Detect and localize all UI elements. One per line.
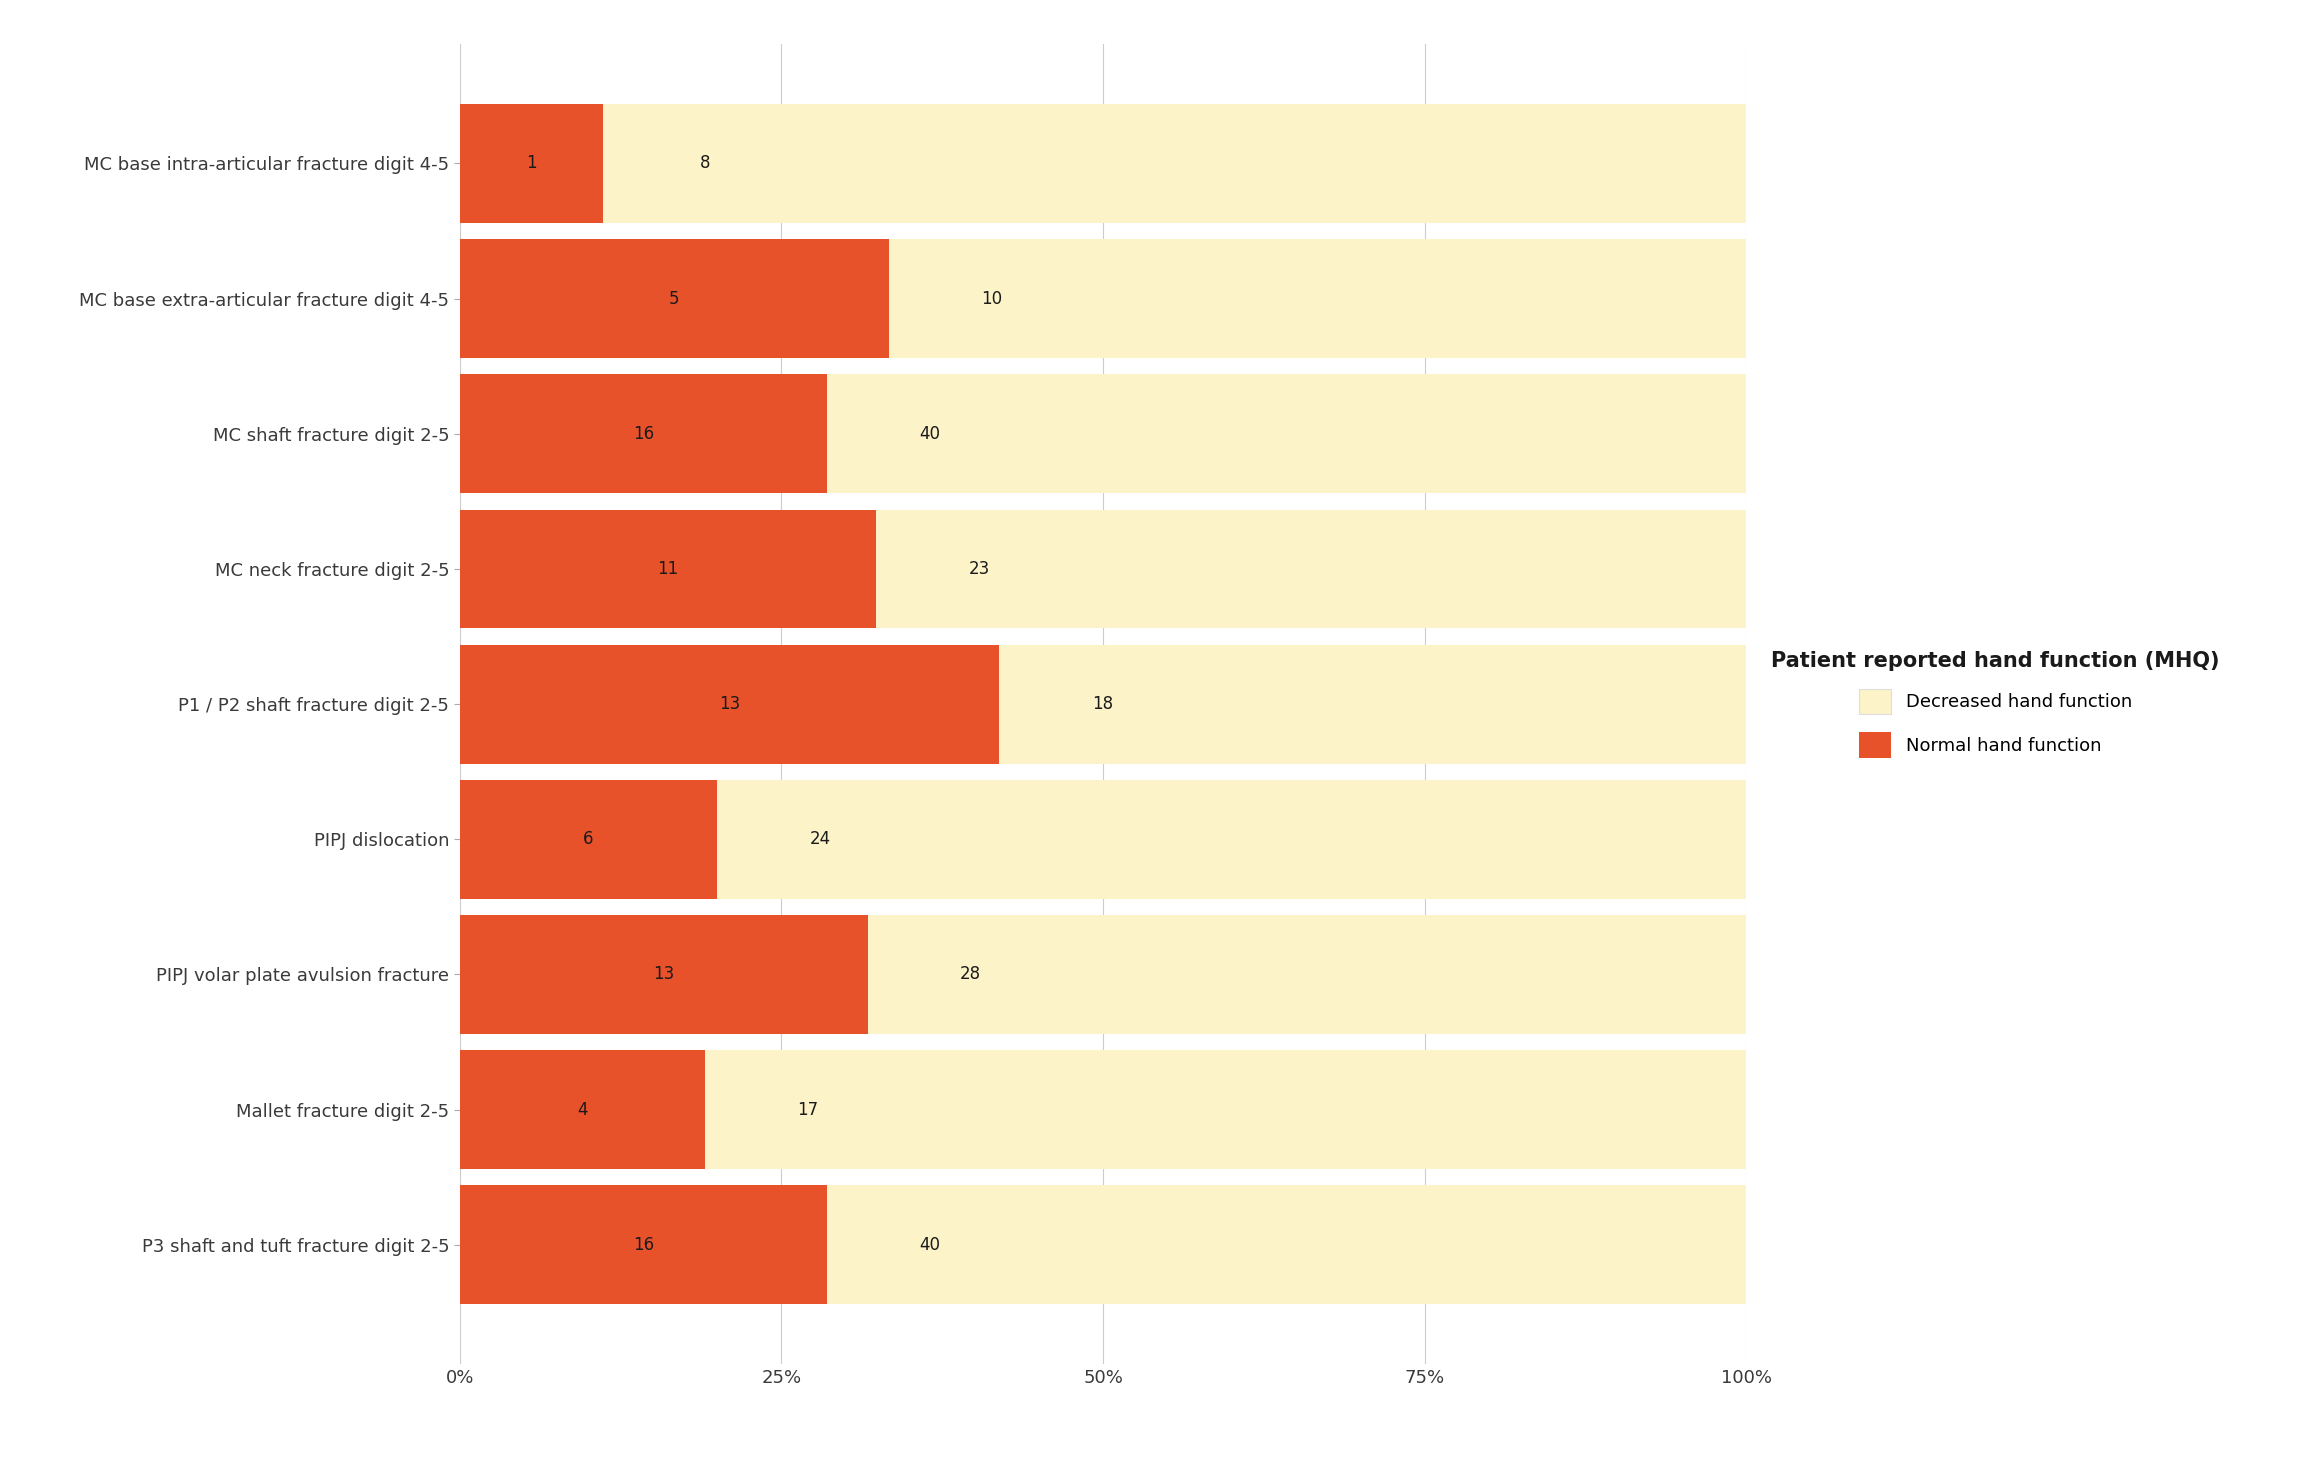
Bar	[460, 509, 876, 628]
Bar	[460, 239, 889, 358]
Bar	[717, 780, 1746, 899]
Bar	[889, 239, 1746, 358]
Bar	[460, 104, 602, 223]
Bar	[876, 509, 1746, 628]
Text: 28: 28	[961, 965, 981, 983]
Text: 40: 40	[919, 1235, 940, 1254]
Text: 18: 18	[1092, 695, 1112, 713]
Text: 8: 8	[701, 154, 710, 173]
Text: 13: 13	[653, 965, 673, 983]
Bar	[602, 104, 1746, 223]
Bar	[460, 644, 1000, 764]
Bar	[460, 780, 717, 899]
Text: 16: 16	[632, 425, 655, 443]
Text: 5: 5	[669, 289, 680, 308]
Text: 24: 24	[809, 830, 830, 848]
Text: 40: 40	[919, 425, 940, 443]
Bar	[705, 1050, 1746, 1169]
Text: 23: 23	[967, 560, 990, 578]
Bar	[460, 1185, 827, 1304]
Text: 16: 16	[632, 1235, 655, 1254]
Bar	[869, 915, 1746, 1034]
Bar	[827, 374, 1746, 493]
Text: 13: 13	[719, 695, 740, 713]
Bar	[460, 374, 827, 493]
Text: 4: 4	[577, 1100, 588, 1119]
Text: 6: 6	[584, 830, 593, 848]
Text: 1: 1	[526, 154, 535, 173]
Text: 10: 10	[981, 289, 1002, 308]
Text: 11: 11	[657, 560, 678, 578]
Legend: Decreased hand function, Normal hand function: Decreased hand function, Normal hand fun…	[1763, 641, 2229, 767]
Bar	[460, 1050, 705, 1169]
Text: 17: 17	[797, 1100, 818, 1119]
Bar	[1000, 644, 1746, 764]
Bar	[460, 915, 869, 1034]
Bar	[827, 1185, 1746, 1304]
